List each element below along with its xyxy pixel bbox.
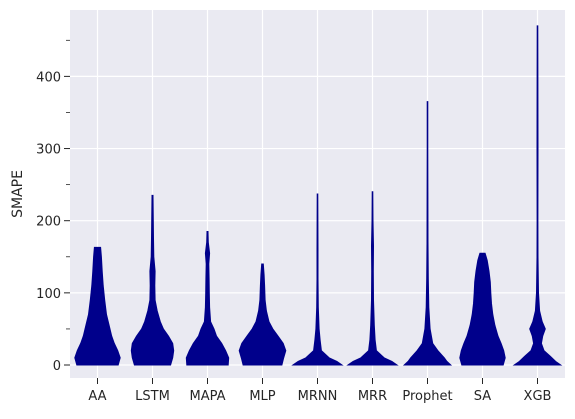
x-tick-label: AA <box>88 389 106 404</box>
violin-lstm <box>130 194 175 366</box>
y-tick-label: 0 <box>53 359 61 374</box>
x-tick-label: MRNN <box>298 389 338 404</box>
violin-mrnn <box>291 193 344 366</box>
x-tick-label: MRR <box>358 389 387 404</box>
y-tick-label: 100 <box>36 287 61 302</box>
violin-xgb <box>512 25 563 366</box>
y-tick-label: 400 <box>36 70 61 85</box>
x-tick-label: MAPA <box>189 389 225 404</box>
violin-prophet <box>402 101 453 366</box>
x-axis: AA LSTM MAPA MLP MRNN MRR Prophet SA XGB <box>88 378 551 404</box>
y-axis-label: SMAPE <box>10 170 26 218</box>
violin-aa <box>74 246 121 366</box>
violin-sa <box>459 252 506 366</box>
x-tick-label: MLP <box>249 389 275 404</box>
violin-mlp <box>238 263 287 366</box>
x-tick-label: LSTM <box>135 389 170 404</box>
violin-layer <box>74 25 563 366</box>
y-tick-label: 200 <box>36 215 61 230</box>
y-axis: 0 100 200 300 400 <box>36 39 70 374</box>
x-tick-label: Prophet <box>402 389 452 404</box>
x-tick-label: XGB <box>524 389 552 404</box>
violin-mapa <box>185 231 230 366</box>
violin-mrr <box>346 191 399 366</box>
y-tick-label: 300 <box>36 143 61 158</box>
x-tick-label: SA <box>474 389 491 404</box>
